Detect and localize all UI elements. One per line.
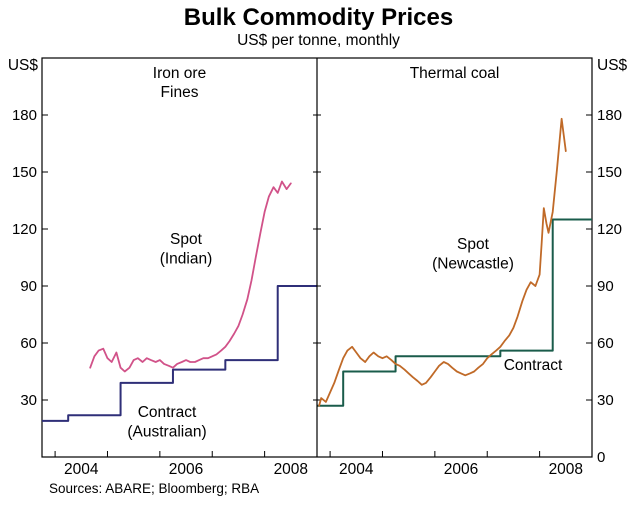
panel-series-thermal-coal — [317, 117, 592, 407]
y-axis-label-right: 90 — [597, 278, 614, 295]
y-axis-label-left: 30 — [20, 392, 37, 409]
panel-title-iron-ore: Iron ore — [153, 65, 206, 82]
y-axis-unit-left: US$ — [8, 57, 39, 74]
x-axis-year-label: 2004 — [64, 461, 99, 478]
x-axis-year-label: 2004 — [339, 461, 374, 478]
series-label-spot: Spot — [170, 231, 203, 248]
y-axis-label-right: 120 — [597, 221, 622, 238]
y-axis-label-right: 180 — [597, 107, 622, 124]
y-axis-label-right: 30 — [597, 392, 614, 409]
x-axis-year-label: 2006 — [444, 461, 478, 478]
y-axis-label-left: 120 — [12, 221, 37, 238]
series-spot-indian — [89, 180, 292, 373]
series-label-spot: (Newcastle) — [432, 256, 514, 273]
panel-title-iron-ore: Fines — [161, 84, 199, 101]
y-axis-label-right: 0 — [597, 449, 605, 466]
y-axis-unit-right: US$ — [597, 57, 628, 74]
y-axis-label-left: 180 — [12, 107, 37, 124]
series-spot-newcastle — [318, 117, 567, 407]
series-label-contract: Contract — [138, 404, 197, 421]
series-label-spot: Spot — [457, 236, 490, 253]
y-axis-label-right: 150 — [597, 164, 622, 181]
chart-subtitle: US$ per tonne, monthly — [237, 32, 400, 49]
panel-series-iron-ore — [42, 180, 317, 422]
y-axis-label-left: 60 — [20, 335, 37, 352]
series-contract-australian — [42, 285, 317, 422]
series-label-contract: Contract — [504, 357, 563, 374]
series-label-contract: (Australian) — [127, 424, 206, 441]
chart-title: Bulk Commodity Prices — [183, 4, 454, 31]
y-axis-label-right: 60 — [597, 335, 614, 352]
x-axis-year-label: 2008 — [549, 461, 583, 478]
series-label-spot: (Indian) — [160, 251, 213, 268]
x-axis-year-label: 2006 — [169, 461, 203, 478]
sources-note: Sources: ABARE; Bloomberg; RBA — [49, 481, 260, 496]
y-axis-label-left: 150 — [12, 164, 37, 181]
y-axis-label-left: 90 — [20, 278, 37, 295]
x-axis-year-label: 2008 — [274, 461, 308, 478]
panel-title-thermal-coal: Thermal coal — [410, 65, 500, 82]
series-contract — [317, 218, 592, 407]
